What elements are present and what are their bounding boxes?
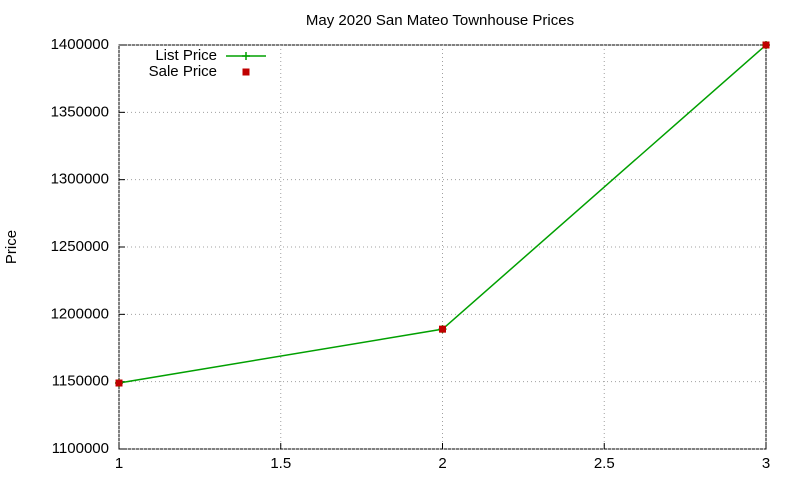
point-marker [439, 325, 446, 333]
chart-title: May 2020 San Mateo Townhouse Prices [306, 12, 574, 29]
point-marker [242, 68, 250, 76]
y-tick-label: 1400000 [51, 36, 109, 53]
x-tick-label: 3 [762, 455, 770, 472]
x-tick-label: 2 [438, 455, 446, 472]
y-tick-label: 1150000 [52, 373, 109, 390]
y-tick-label: 1350000 [51, 103, 109, 120]
y-tick-label: 1100000 [52, 440, 109, 457]
x-tick-label: 2.5 [594, 455, 615, 472]
x-tick-label: 1.5 [270, 455, 291, 472]
y-tick-label: 1200000 [51, 305, 109, 322]
legend-label: List Price [155, 47, 217, 64]
legend-label: Sale Price [149, 63, 217, 80]
point-marker [242, 52, 250, 60]
y-axis-label: Price [3, 230, 20, 264]
y-tick-label: 1250000 [51, 238, 109, 255]
point-marker [115, 379, 123, 387]
point-marker [762, 41, 770, 49]
x-tick-label: 1 [115, 455, 123, 472]
y-tick-label: 1300000 [51, 171, 109, 188]
